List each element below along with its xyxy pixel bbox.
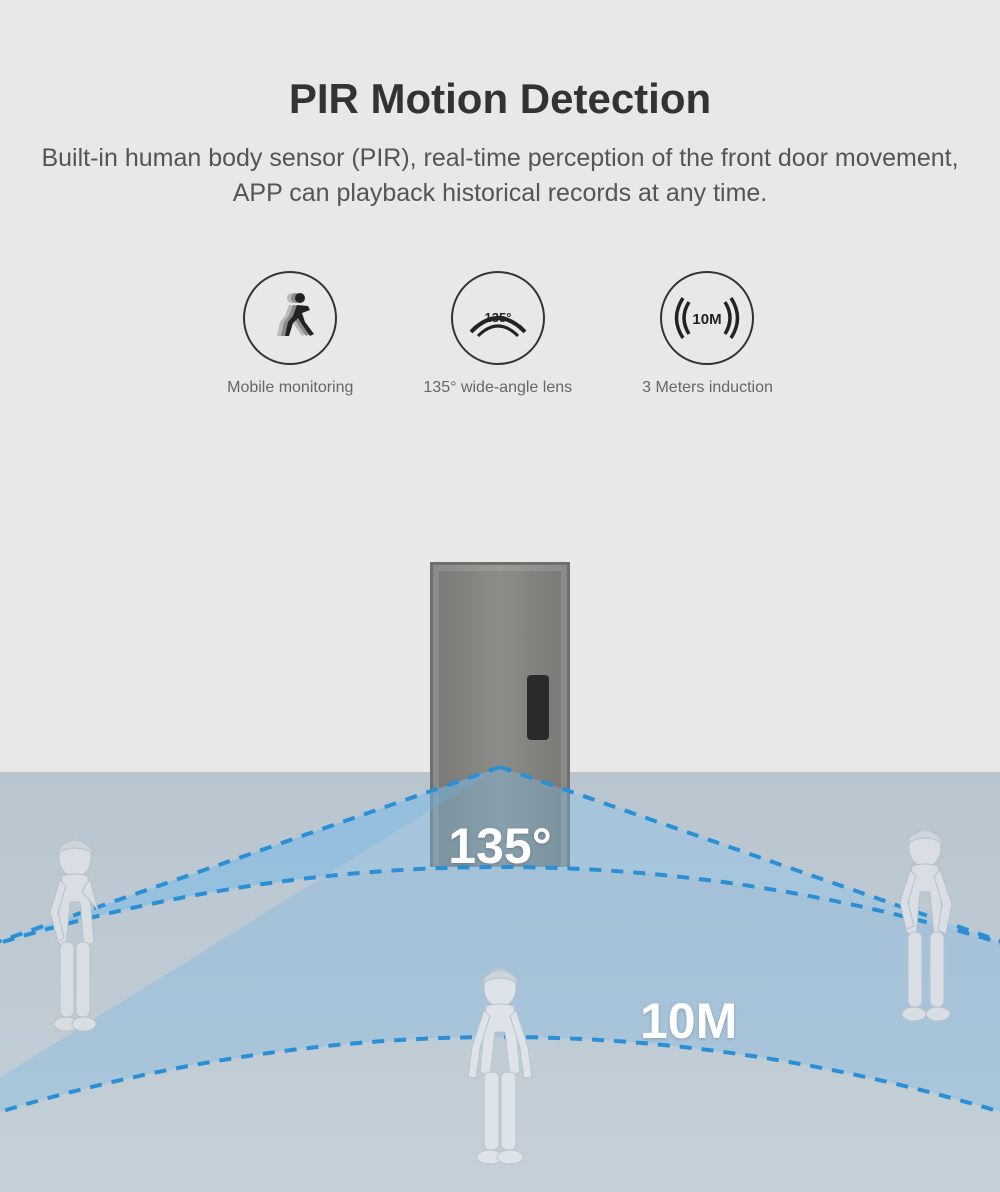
signal-icon-text: 10M (693, 311, 722, 328)
feature-induction: 10M 3 Meters induction (642, 271, 773, 397)
door-lock-icon (527, 675, 549, 740)
person-figure (440, 962, 560, 1192)
running-icon (243, 271, 337, 365)
angle-label: 135° (448, 817, 551, 875)
feature-label: 135° wide-angle lens (423, 379, 572, 397)
header: PIR Motion Detection Built-in human body… (0, 0, 1000, 211)
signal-icon: 10M (660, 271, 754, 365)
feature-label: 3 Meters induction (642, 379, 773, 397)
feature-wide-angle: 135° 135° wide-angle lens (423, 271, 572, 397)
page-subtitle: Built-in human body sensor (PIR), real-t… (0, 141, 1000, 211)
feature-mobile-monitoring: Mobile monitoring (227, 271, 353, 397)
scene: 135° 10M (0, 532, 1000, 1192)
angle-icon: 135° (451, 271, 545, 365)
angle-icon-text: 135° (484, 310, 511, 325)
feature-row: Mobile monitoring 135° 135° wide-angle l… (0, 271, 1000, 397)
feature-label: Mobile monitoring (227, 379, 353, 397)
page-title: PIR Motion Detection (0, 75, 1000, 123)
distance-label: 10M (640, 992, 737, 1050)
person-figure (20, 832, 130, 1062)
person-figure (870, 822, 980, 1052)
